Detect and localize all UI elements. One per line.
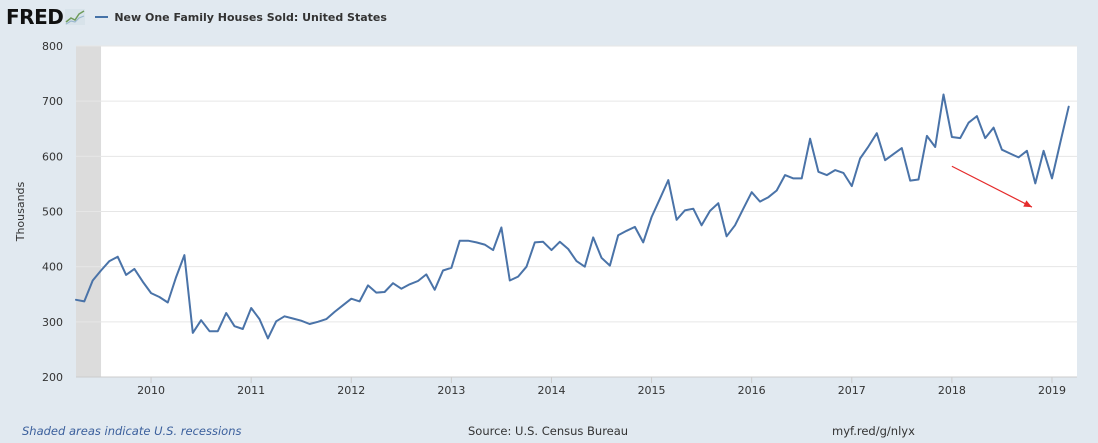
recession-note: Shaded areas indicate U.S. recessions (22, 424, 242, 438)
y-tick-label: 800 (42, 40, 63, 53)
y-tick-label: 700 (42, 95, 63, 108)
series-title[interactable]: New One Family Houses Sold: United State… (114, 10, 387, 24)
chart-header: FRED New One Family Houses Sold: United … (0, 0, 1098, 34)
fred-logo-graph-icon (65, 9, 86, 25)
x-tick-label: 2017 (838, 384, 866, 397)
y-tick-label: 300 (42, 316, 63, 329)
x-tick-label: 2016 (738, 384, 766, 397)
y-tick-label: 200 (42, 371, 63, 384)
x-tick-label: 2015 (638, 384, 666, 397)
x-tick-label: 2011 (237, 384, 265, 397)
series-line[interactable] (75, 93, 1070, 340)
y-tick-label: 400 (42, 261, 63, 274)
x-tick-label: 2013 (437, 384, 465, 397)
fred-logo[interactable]: FRED (6, 5, 64, 29)
trend-arrow-line (951, 165, 1033, 208)
trend-arrow-head-icon (1023, 200, 1032, 208)
source-text: Source: U.S. Census Bureau (468, 424, 629, 438)
legend-line-icon (95, 16, 109, 18)
y-tick-label: 500 (42, 206, 63, 219)
x-tick-label: 2019 (1038, 384, 1066, 397)
x-tick-label: 2010 (137, 384, 165, 397)
y-axis-label: Thousands (14, 181, 27, 242)
x-tick-label: 2012 (337, 384, 365, 397)
y-tick-label: 600 (42, 150, 63, 163)
x-tick-label: 2014 (537, 384, 565, 397)
x-tick-label: 2018 (938, 384, 966, 397)
short-link[interactable]: myf.red/g/nlyx (832, 424, 915, 438)
chart-footer: Shaded areas indicate U.S. recessions So… (0, 424, 1098, 440)
